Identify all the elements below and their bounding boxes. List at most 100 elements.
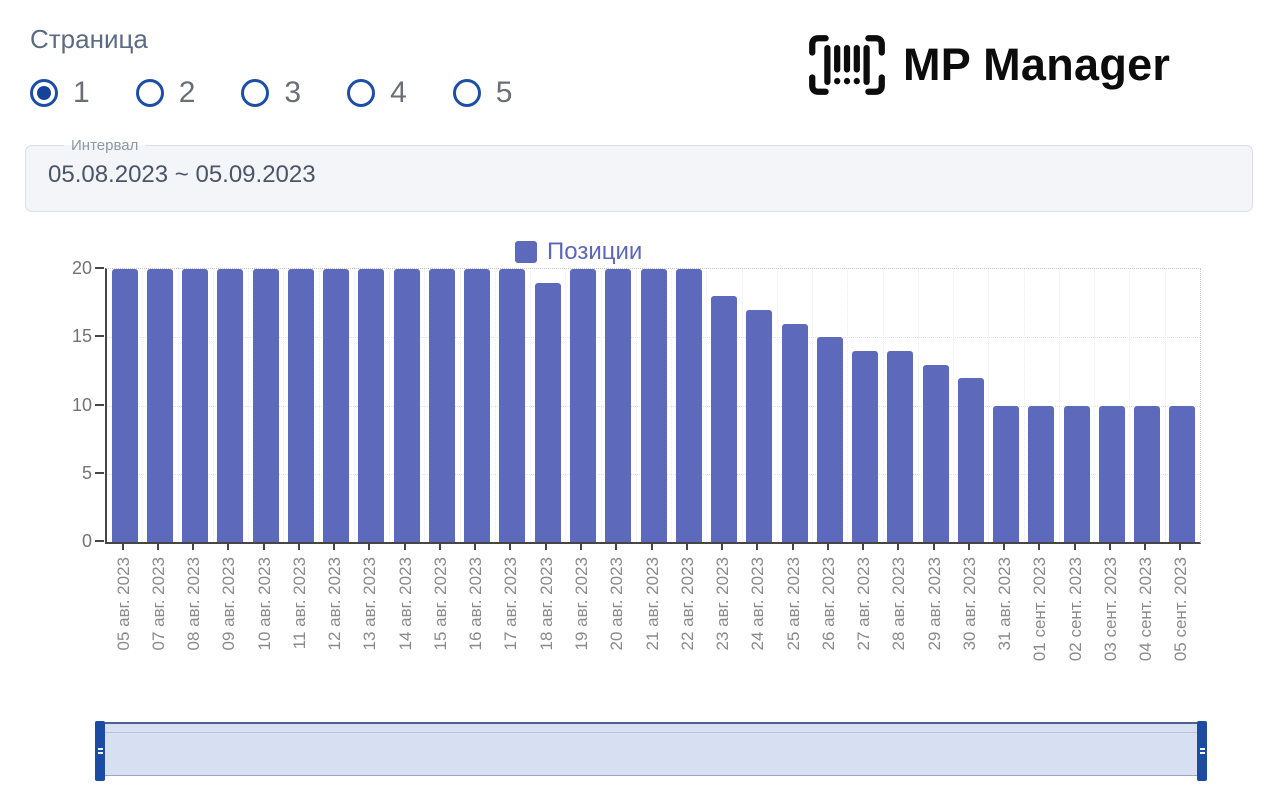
- x-axis-label: 28 авг. 2023: [889, 557, 909, 651]
- radio-unselected-icon[interactable]: [241, 79, 270, 107]
- page-radio-option-1[interactable]: 1: [30, 76, 90, 110]
- x-axis-label: 23 авг. 2023: [713, 557, 733, 651]
- page-radio-option-5[interactable]: 5: [452, 76, 513, 110]
- page-radio-option-3[interactable]: 3: [241, 76, 301, 110]
- datazoom-track[interactable]: [95, 721, 1207, 781]
- x-axis-tick: [650, 543, 653, 550]
- bar-31 авг. 2023[interactable]: [993, 405, 1020, 542]
- bar-02 сент. 2023[interactable]: [1063, 405, 1090, 542]
- bar-01 сент. 2023[interactable]: [1028, 405, 1055, 542]
- bar-03 сент. 2023[interactable]: [1098, 405, 1125, 542]
- y-axis-tick: [95, 540, 104, 542]
- gridline-v: [494, 269, 496, 542]
- bar-26 авг. 2023[interactable]: [816, 337, 843, 542]
- bar-16 авг. 2023[interactable]: [464, 269, 491, 542]
- x-axis-label: 29 авг. 2023: [924, 557, 944, 651]
- bar-14 авг. 2023[interactable]: [393, 269, 420, 542]
- chart-legend[interactable]: Позиции: [515, 238, 642, 266]
- x-axis-tick: [121, 543, 124, 550]
- x-axis-tick: [756, 543, 759, 550]
- y-axis-label: 5: [81, 462, 92, 483]
- interval-field-label: Интервал: [71, 137, 139, 154]
- x-axis-label: 22 авг. 2023: [677, 557, 697, 651]
- x-axis-label: 31 авг. 2023: [995, 557, 1015, 651]
- x-axis-label: 16 авг. 2023: [466, 557, 486, 651]
- gridline-v: [917, 269, 919, 542]
- gridline-v: [812, 269, 814, 542]
- bar-25 авг. 2023[interactable]: [781, 323, 808, 542]
- bar-10 авг. 2023[interactable]: [252, 269, 279, 542]
- gridline-v: [600, 269, 602, 542]
- bar-07 авг. 2023[interactable]: [146, 269, 173, 542]
- gridline-v: [671, 269, 673, 542]
- bar-05 сент. 2023[interactable]: [1169, 405, 1196, 542]
- radio-unselected-icon[interactable]: [452, 79, 481, 107]
- x-axis-tick: [1108, 543, 1111, 550]
- bar-05 авг. 2023[interactable]: [111, 269, 138, 542]
- gridline-v: [142, 269, 144, 542]
- bar-18 авг. 2023[interactable]: [534, 282, 561, 542]
- page-radio-option-2[interactable]: 2: [135, 76, 195, 110]
- x-axis-tick: [1038, 543, 1041, 550]
- x-axis-tick: [474, 543, 477, 550]
- bar-09 авг. 2023[interactable]: [217, 269, 244, 542]
- interval-value[interactable]: 05.08.2023 ~ 05.09.2023: [48, 161, 316, 188]
- page-radio-option-4[interactable]: 4: [347, 76, 407, 110]
- x-axis-label: 07 авг. 2023: [148, 557, 168, 651]
- bar-24 авг. 2023[interactable]: [746, 309, 773, 542]
- gridline-v: [353, 269, 355, 542]
- x-axis-tick: [932, 543, 935, 550]
- legend-swatch-icon: [515, 241, 537, 263]
- bar-19 авг. 2023[interactable]: [569, 269, 596, 542]
- bar-15 авг. 2023[interactable]: [428, 269, 455, 542]
- bar-04 сент. 2023[interactable]: [1134, 405, 1161, 542]
- x-axis-tick: [156, 543, 159, 550]
- bar-11 авг. 2023[interactable]: [287, 269, 314, 542]
- x-axis-label: 01 сент. 2023: [1030, 557, 1050, 662]
- gridline-v: [389, 269, 391, 542]
- gridline-v: [706, 269, 708, 542]
- x-axis-tick: [368, 543, 371, 550]
- radio-option-label: 4: [390, 76, 407, 109]
- bar-30 авг. 2023[interactable]: [957, 378, 984, 542]
- bar-22 авг. 2023[interactable]: [675, 269, 702, 542]
- bar-17 авг. 2023[interactable]: [499, 269, 526, 542]
- datazoom-left-handle[interactable]: [95, 721, 105, 781]
- radio-selected-icon[interactable]: [30, 79, 58, 107]
- radio-unselected-icon[interactable]: [347, 79, 376, 107]
- bar-28 авг. 2023[interactable]: [887, 350, 914, 542]
- bar-21 авг. 2023[interactable]: [640, 269, 667, 542]
- x-axis-tick: [685, 543, 688, 550]
- interval-field[interactable]: Интервал 05.08.2023 ~ 05.09.2023: [25, 137, 1253, 212]
- x-axis-tick: [1073, 543, 1076, 550]
- gridline-v: [776, 269, 778, 542]
- y-axis-label: 15: [71, 326, 92, 347]
- x-axis-tick: [1003, 543, 1006, 550]
- y-axis-label: 20: [71, 258, 92, 278]
- gridline-v: [1058, 269, 1060, 542]
- bar-29 авг. 2023[interactable]: [922, 364, 949, 542]
- gridline-v: [882, 269, 884, 542]
- bar-13 авг. 2023[interactable]: [358, 269, 385, 542]
- datazoom-right-handle[interactable]: [1197, 721, 1207, 781]
- x-axis-tick: [897, 543, 900, 550]
- page-selector-label: Страница: [30, 24, 148, 54]
- bar-20 авг. 2023[interactable]: [605, 269, 632, 542]
- gridline-v: [847, 269, 849, 542]
- gridline-v: [635, 269, 637, 542]
- bar-27 авг. 2023[interactable]: [852, 350, 879, 542]
- chart-plot-area: [105, 268, 1201, 544]
- radio-unselected-icon[interactable]: [135, 79, 164, 107]
- page-radio-group: 1 2 3 4 5: [30, 76, 558, 110]
- bar-08 авг. 2023[interactable]: [182, 269, 209, 542]
- x-axis-tick: [227, 543, 230, 550]
- y-axis-tick: [95, 403, 104, 406]
- x-axis-tick: [333, 543, 336, 550]
- bar-12 авг. 2023[interactable]: [323, 269, 350, 542]
- bar-23 авг. 2023[interactable]: [711, 296, 738, 542]
- x-axis-tick: [262, 543, 265, 550]
- x-axis-tick: [791, 543, 794, 550]
- gridline-v: [988, 269, 990, 542]
- radio-option-label: 5: [495, 76, 513, 109]
- gridline-v: [1023, 269, 1025, 542]
